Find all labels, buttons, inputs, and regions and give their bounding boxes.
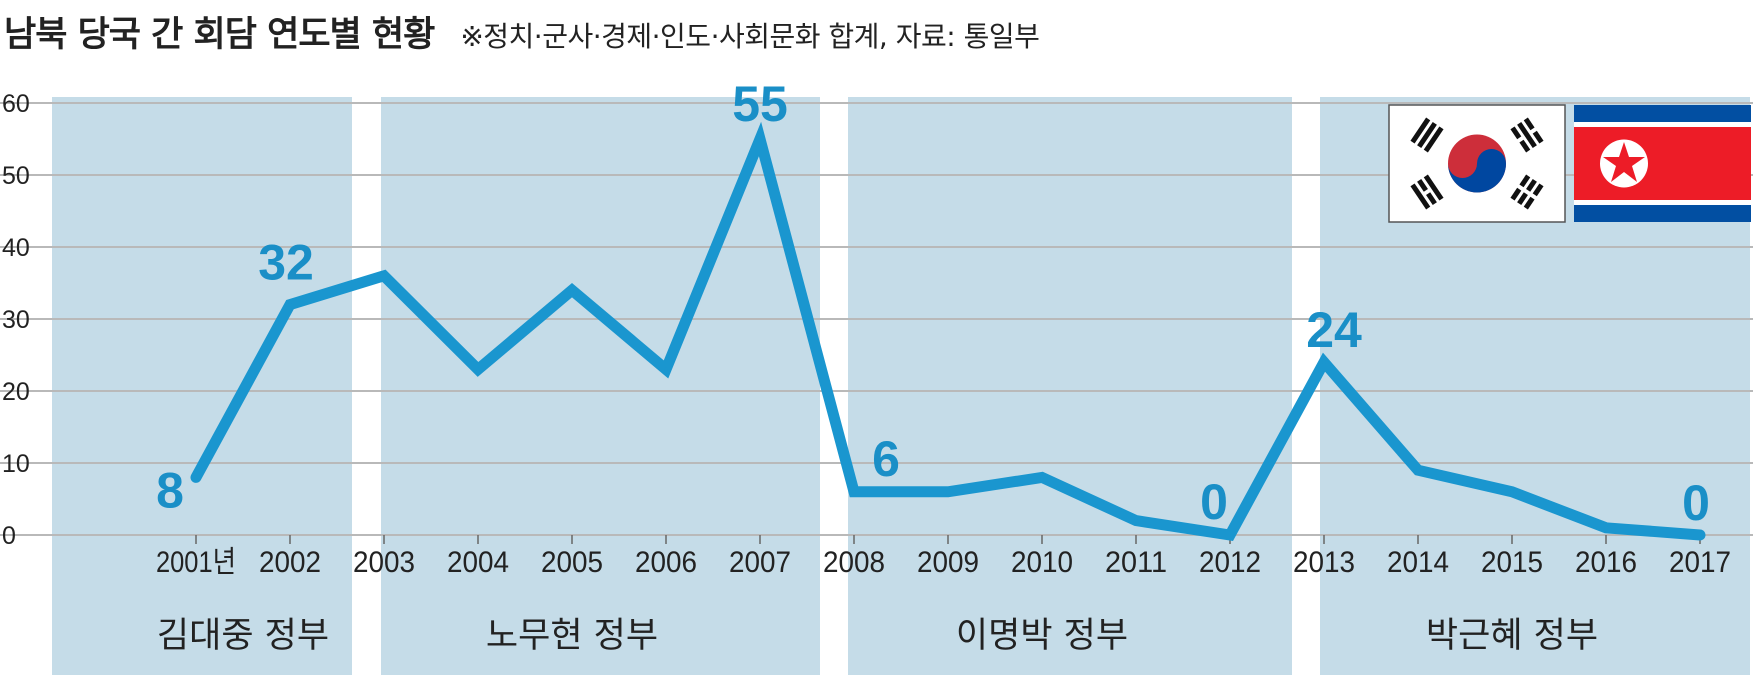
data-label: 55 <box>732 76 788 132</box>
data-labels: 8 32 55 6 0 24 0 <box>156 76 1710 531</box>
x-tick-label: 2010 <box>1011 546 1073 579</box>
data-point <box>664 367 668 372</box>
title-row: 남북 당국 간 회담 연도별 현황 ※정치·군사·경제·인도·사회문화 합계, … <box>4 6 1040 56</box>
data-point <box>570 288 574 293</box>
data-point <box>1416 468 1420 473</box>
data-label: 0 <box>1200 474 1228 530</box>
data-point <box>1604 525 1608 530</box>
x-tick-label: 2006 <box>635 546 697 579</box>
x-tick-label: 2011 <box>1105 546 1167 579</box>
era-label: 이명박 정부 <box>956 616 1128 656</box>
era-bands <box>52 97 1750 675</box>
gridlines <box>0 102 1753 536</box>
data-point <box>1322 360 1326 365</box>
data-point <box>758 137 762 141</box>
x-tick-label: 2015 <box>1481 546 1543 579</box>
y-tick-label: 60 <box>2 90 30 118</box>
data-label: 0 <box>1682 475 1710 531</box>
x-tick-label: 2012 <box>1199 546 1261 579</box>
era-label: 김대중 정부 <box>157 616 329 656</box>
x-tick-label: 2017 <box>1669 546 1731 579</box>
era-band <box>848 97 1292 675</box>
data-label: 32 <box>258 235 314 291</box>
x-tick-label: 2002 <box>259 546 321 579</box>
north-korea-flag-icon <box>1574 105 1751 222</box>
data-point <box>852 489 856 494</box>
data-point <box>288 302 292 307</box>
y-tick-label: 0 <box>2 522 16 550</box>
y-tick-label: 50 <box>2 162 30 190</box>
era-labels: 김대중 정부 노무현 정부 이명박 정부 박근혜 정부 <box>157 616 1598 656</box>
x-tick-label: 2003 <box>353 546 415 579</box>
data-point <box>1510 489 1514 494</box>
south-korea-flag-icon <box>1388 104 1566 223</box>
x-tick-label: 2016 <box>1575 546 1637 579</box>
data-label: 24 <box>1306 302 1362 358</box>
era-band <box>381 97 820 675</box>
chart-title: 남북 당국 간 회담 연도별 현황 <box>4 15 435 55</box>
data-point <box>1040 475 1044 480</box>
data-point <box>476 367 480 372</box>
y-axis-ticks: 0 10 20 30 40 50 60 <box>2 90 30 550</box>
series-line-group <box>190 121 1706 542</box>
x-axis-ticks: 2001년 2002 2003 2004 2005 2006 2007 2008 2009 201… <box>156 535 1731 579</box>
x-tick-label: 2009 <box>917 546 979 579</box>
data-point <box>382 273 386 278</box>
x-tick-label: 2007 <box>729 546 791 579</box>
data-point <box>1228 533 1232 537</box>
data-point <box>1134 518 1138 523</box>
x-tick-label: 2008 <box>823 546 885 579</box>
era-label: 노무현 정부 <box>486 616 658 656</box>
y-tick-label: 10 <box>2 450 30 478</box>
y-tick-label: 30 <box>2 306 30 334</box>
data-label: 6 <box>872 431 900 487</box>
x-tick-label: 2013 <box>1293 546 1355 579</box>
y-tick-label: 20 <box>2 378 30 406</box>
x-tick-label: 2014 <box>1387 546 1449 579</box>
x-tick-label: 2004 <box>447 546 509 579</box>
y-tick-label: 40 <box>2 234 30 262</box>
data-label: 8 <box>156 462 184 518</box>
x-tick-label: 2001년 <box>156 546 236 579</box>
x-tick-label: 2005 <box>541 546 603 579</box>
data-point <box>194 475 198 480</box>
data-point <box>1698 533 1702 537</box>
data-point <box>946 489 950 494</box>
era-label: 박근혜 정부 <box>1426 616 1598 656</box>
chart-subtitle: ※정치·군사·경제·인도·사회문화 합계, 자료: 통일부 <box>460 20 1040 53</box>
era-band <box>52 97 352 675</box>
